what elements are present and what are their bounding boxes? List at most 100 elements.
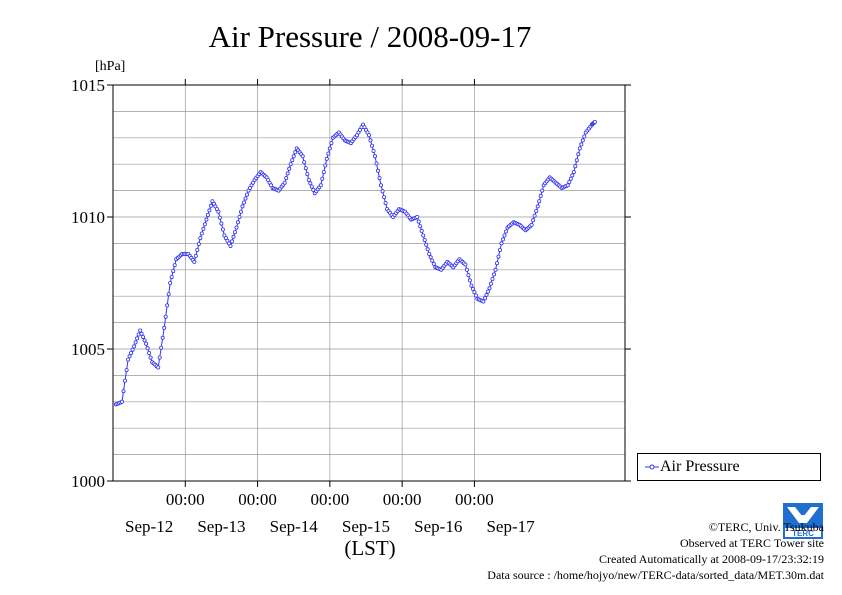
data-point [490, 276, 495, 281]
data-point [235, 220, 240, 225]
data-point [493, 267, 498, 272]
data-point [380, 189, 385, 194]
data-point [148, 355, 153, 360]
data-point [538, 193, 543, 198]
data-point [383, 201, 388, 206]
data-point [467, 278, 472, 283]
data-point [145, 346, 150, 351]
data-point [582, 134, 587, 139]
data-point [375, 168, 380, 173]
data-point [199, 231, 204, 236]
data-point [488, 281, 493, 286]
data-point [229, 239, 234, 244]
data-point [580, 138, 585, 143]
data-point [291, 154, 296, 159]
data-point [219, 221, 224, 226]
terc-logo: TERC [783, 503, 823, 539]
legend-label: Air Pressure [660, 458, 740, 475]
data-point [378, 183, 383, 188]
x-tick-time-label: 00:00 [455, 490, 494, 509]
x-date-label: Sep-14 [270, 517, 319, 536]
data-point [287, 166, 292, 171]
legend-swatch [645, 464, 659, 470]
data-point [205, 212, 210, 217]
data-point [422, 238, 427, 243]
data-point [129, 350, 134, 355]
x-date-label: Sep-15 [342, 517, 390, 536]
data-point [241, 200, 246, 205]
data-point [147, 350, 152, 355]
data-point [208, 203, 213, 208]
x-axis-label: (LST) [344, 536, 395, 560]
x-date-label: Sep-13 [197, 517, 245, 536]
data-point [464, 267, 469, 272]
data-point [372, 154, 377, 159]
data-point [232, 230, 237, 235]
data-point [159, 345, 164, 350]
data-point [491, 272, 496, 277]
data-point [220, 227, 225, 232]
data-point [123, 378, 128, 383]
y-tick-label: 1015 [71, 76, 105, 95]
data-point [503, 229, 508, 234]
observed-text: Observed at TERC Tower site [679, 536, 824, 550]
data-point [156, 365, 161, 370]
data-point [288, 162, 293, 167]
data-point [309, 184, 314, 189]
data-point [485, 289, 490, 294]
data-point [472, 290, 477, 295]
data-point [482, 296, 487, 301]
data-point [141, 335, 146, 340]
data-point [198, 236, 203, 241]
data-point [419, 228, 424, 233]
data-point [369, 143, 374, 148]
data-point [592, 120, 597, 125]
x-axis-ticks: 00:00 00:00 00:00 00:00 00:00 Sep-12 Sep-13 Sep… [125, 79, 535, 536]
data-point [305, 172, 310, 177]
data-point [371, 148, 376, 153]
data-point [415, 214, 420, 219]
data-point [172, 263, 177, 268]
data-point [120, 399, 125, 404]
data-point [537, 199, 542, 204]
data-point [535, 204, 540, 209]
data-point [470, 286, 475, 291]
data-point [326, 151, 331, 156]
created-text: Created Automatically at 2008-09-17/23:3… [599, 552, 824, 566]
data-point [217, 215, 222, 220]
data-point [382, 195, 387, 200]
chart-title: Air Pressure / 2008-09-17 [209, 19, 532, 54]
data-point [201, 226, 206, 231]
x-date-label: Sep-17 [486, 517, 535, 536]
data-point [282, 180, 287, 185]
x-tick-time-label: 00:00 [166, 490, 205, 509]
data-point [231, 234, 236, 239]
data-point [366, 133, 371, 138]
data-point [534, 209, 539, 214]
x-tick-time-label: 00:00 [310, 490, 349, 509]
data-point [463, 262, 468, 267]
data-point [431, 261, 436, 266]
data-point [293, 150, 298, 155]
data-point [327, 146, 332, 151]
series-air-pressure [114, 120, 597, 407]
data-point [157, 355, 162, 360]
footer-credits: ©TERC, Univ. Tsukuba Observed at TERC To… [487, 519, 824, 583]
data-point [308, 181, 313, 186]
data-point [484, 292, 489, 297]
data-point [132, 344, 137, 349]
data-point [427, 251, 432, 256]
plot-area-frame [112, 84, 626, 482]
data-point [166, 292, 171, 297]
data-point [565, 183, 570, 188]
data-point [502, 233, 507, 238]
data-point [240, 204, 245, 209]
data-point [243, 196, 248, 201]
data-point [302, 160, 307, 165]
data-point [162, 325, 167, 330]
data-point [499, 241, 504, 246]
data-point [374, 161, 379, 166]
data-point [428, 255, 433, 260]
y-tick-label: 1010 [71, 208, 105, 227]
